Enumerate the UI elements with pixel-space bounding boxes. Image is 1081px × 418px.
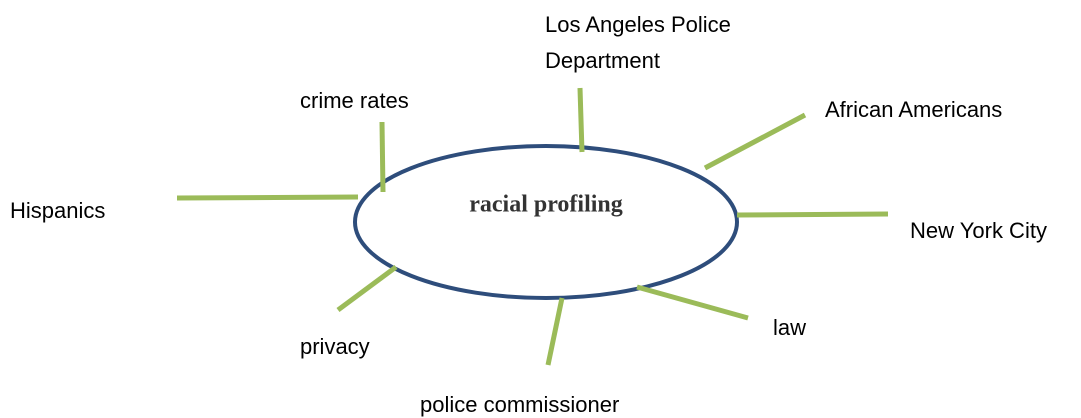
spoke <box>636 284 749 321</box>
spoke <box>703 112 807 171</box>
spoke <box>545 297 565 366</box>
spoke <box>736 211 889 218</box>
spoke <box>176 194 359 201</box>
node-label: law <box>773 315 806 340</box>
node-label: Los Angeles Police Department <box>545 12 731 73</box>
center-ellipse <box>353 144 739 300</box>
node-label: African Americans <box>825 97 1002 122</box>
node-label: New York City <box>910 218 1047 243</box>
spoke <box>379 121 386 193</box>
node-label: police commissioner <box>420 392 619 417</box>
node-label-line: Los Angeles Police <box>545 12 731 37</box>
node-label: Hispanics <box>10 198 105 223</box>
node-label: crime rates <box>300 88 409 113</box>
node-label: privacy <box>300 334 370 359</box>
center-label: racial profiling <box>469 192 623 218</box>
spoke <box>577 87 585 153</box>
spoke <box>336 264 398 313</box>
node-label-line: Department <box>545 48 660 73</box>
